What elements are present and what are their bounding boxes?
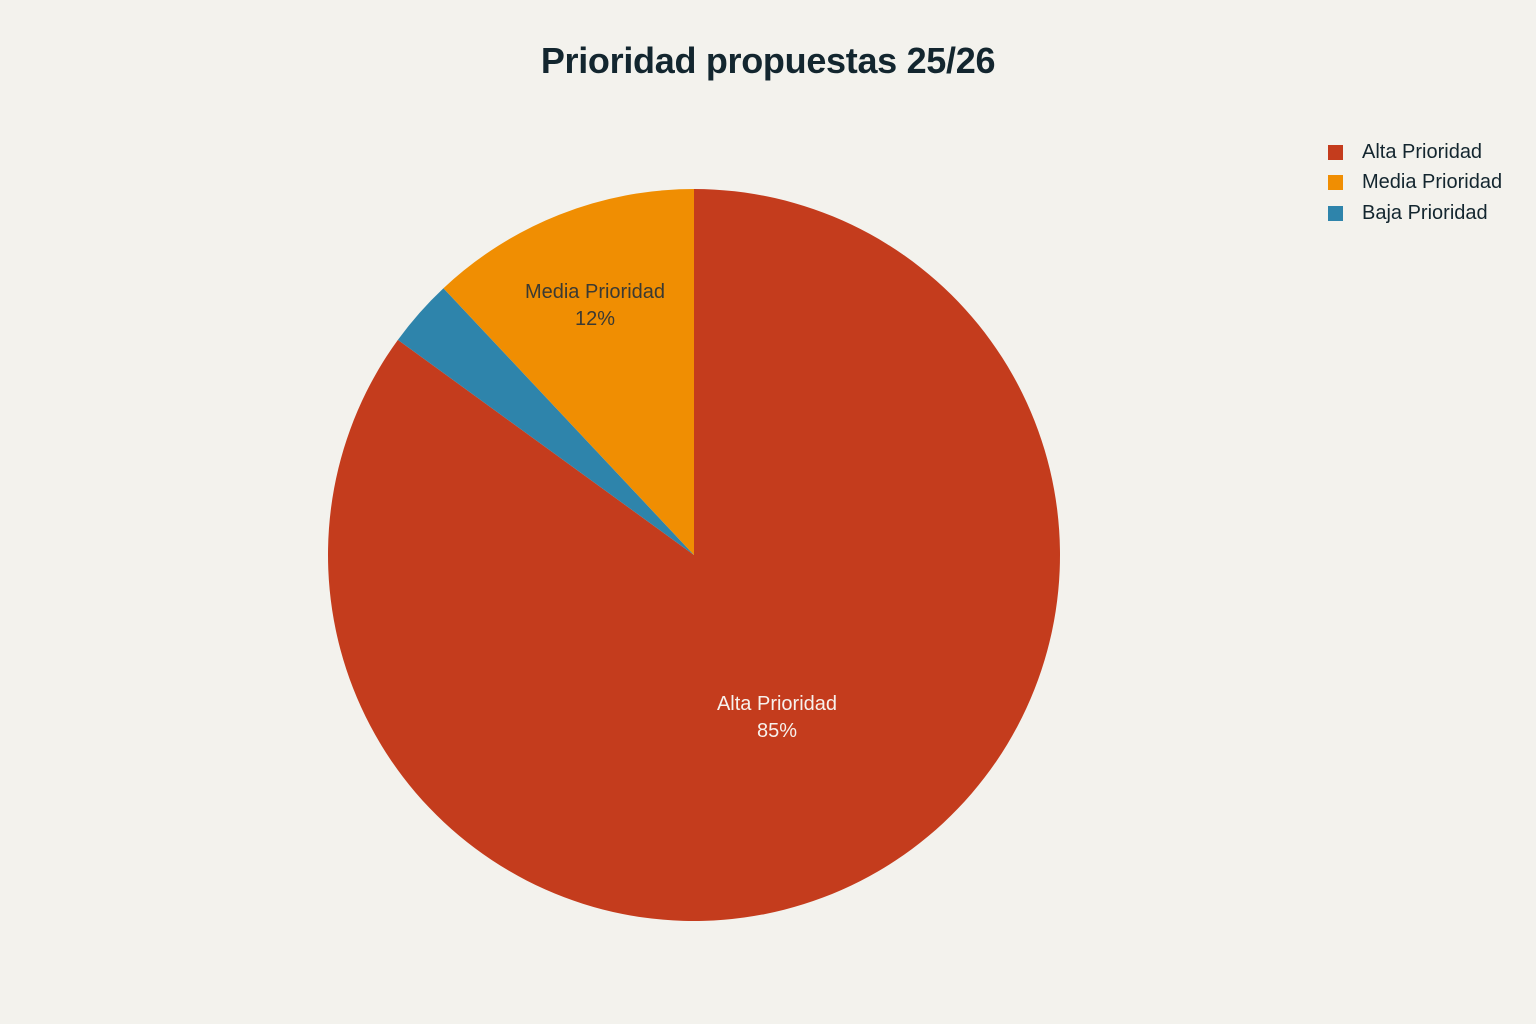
- legend-label: Media Prioridad: [1362, 171, 1503, 194]
- pie-slice-baja[interactable]: [397, 288, 694, 555]
- legend-item-baja[interactable]: Baja Prioridad: [1328, 198, 1502, 229]
- slice-percent: 85%: [756, 720, 798, 742]
- slice-name: Alta Prioridad: [716, 693, 838, 715]
- pie-slice-media[interactable]: [443, 189, 694, 555]
- legend-item-alta[interactable]: Alta Prioridad: [1328, 137, 1502, 168]
- slice-label-media: Media Prioridad 12%: [525, 279, 665, 333]
- legend-label: Alta Prioridad: [1362, 140, 1483, 163]
- slice-name: Media Prioridad: [524, 281, 666, 303]
- legend: Alta Prioridad Media Prioridad Baja Prio…: [1328, 137, 1502, 229]
- legend-swatch: [1328, 144, 1343, 160]
- legend-swatch: [1328, 175, 1343, 191]
- legend-item-media[interactable]: Media Prioridad: [1328, 168, 1502, 199]
- legend-swatch: [1328, 205, 1343, 221]
- legend-label: Baja Prioridad: [1362, 201, 1488, 224]
- slice-percent: 12%: [574, 308, 616, 330]
- slice-label-alta: Alta Prioridad 85%: [717, 691, 837, 745]
- chart-title: Prioridad propuestas 25/26: [540, 40, 996, 81]
